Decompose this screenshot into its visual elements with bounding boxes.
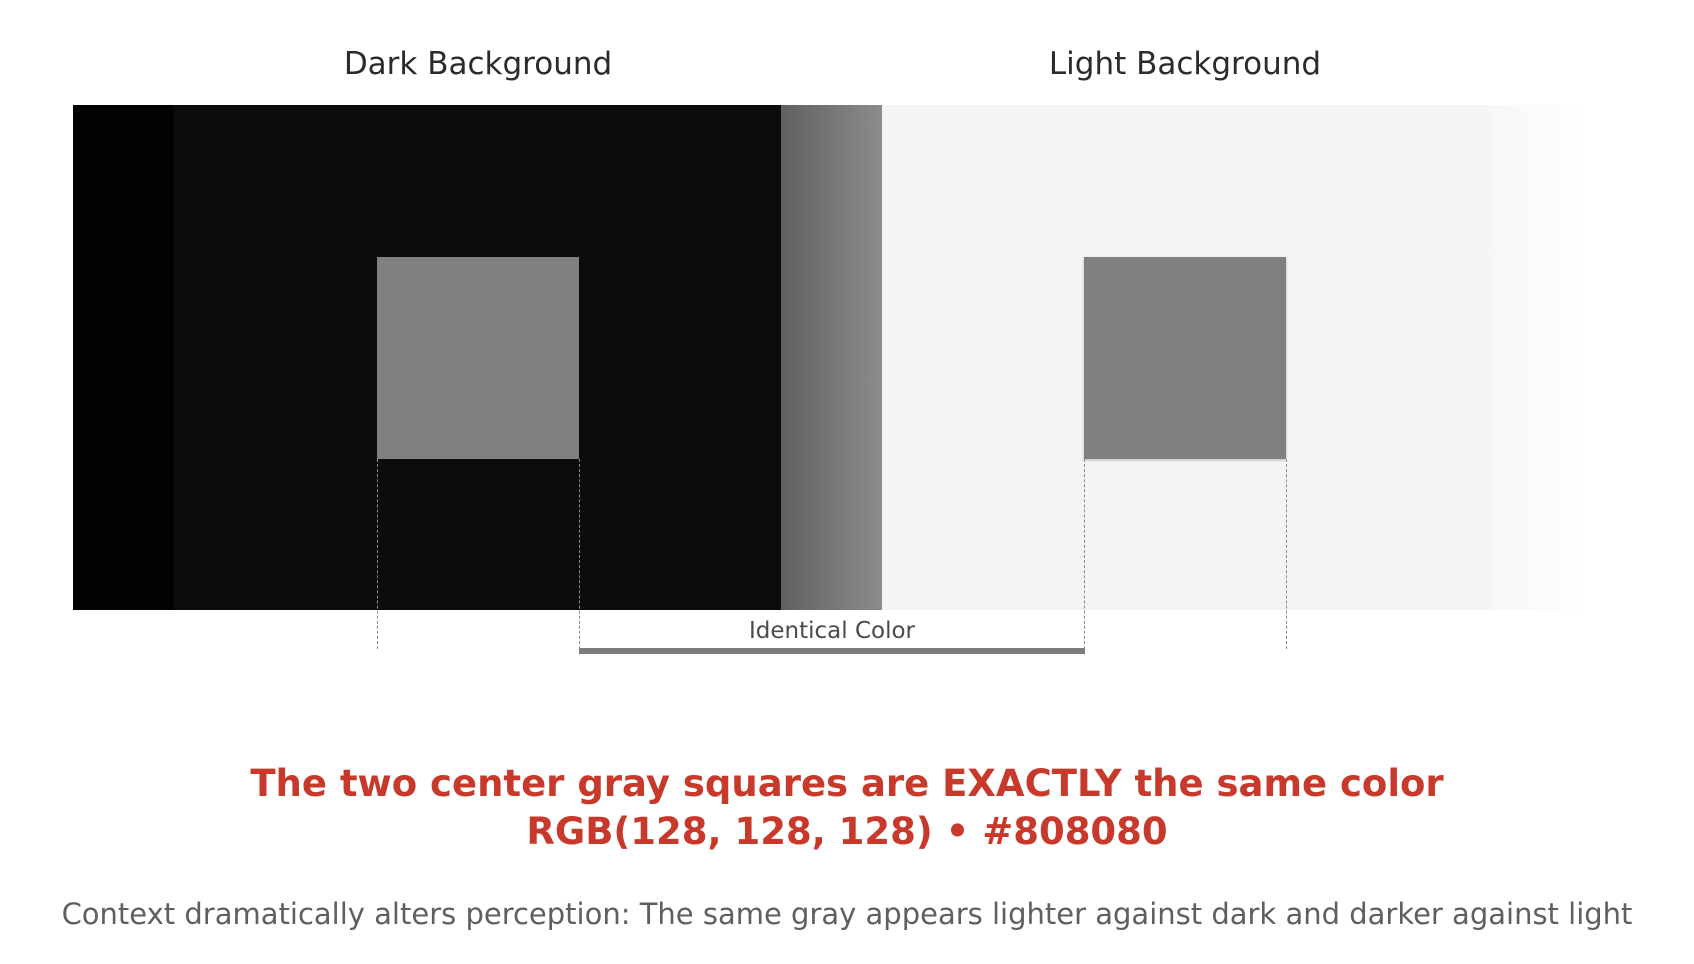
light-panel-title: Light Background [1048,46,1322,82]
dark-background-edge [73,105,174,610]
identical-color-bracket [579,648,1085,654]
guide-line [377,459,378,649]
guide-line [579,459,580,649]
identical-color-label: Identical Color [748,618,915,644]
gradient-transition [781,105,882,610]
dark-panel-title: Dark Background [343,46,613,82]
guide-line [1286,459,1287,649]
headline-statement: The two center gray squares are EXACTLY … [250,762,1444,805]
guide-line [1084,459,1085,649]
headline-color-value: RGB(128, 128, 128) • #808080 [526,810,1168,853]
caption-text: Context dramatically alters perception: … [61,897,1633,931]
gray-square-dark [377,257,579,459]
gray-square-light [1084,257,1286,459]
light-background-fade [1489,105,1590,610]
